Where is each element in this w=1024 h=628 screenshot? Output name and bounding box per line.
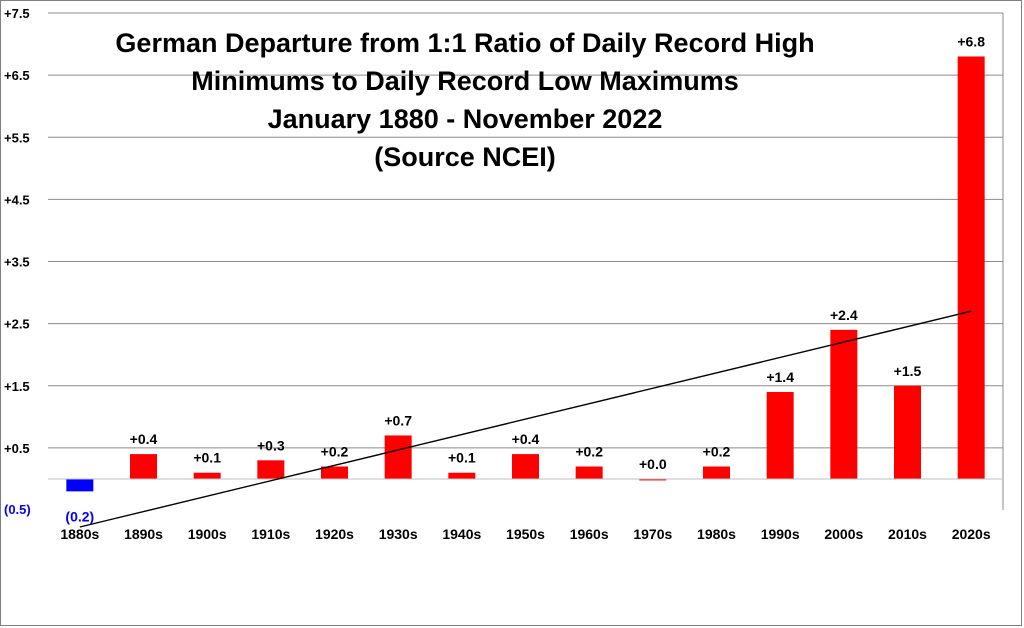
data-label: +0.0 bbox=[639, 456, 667, 472]
chart-title-line-2: Minimums to Daily Record Low Maximums bbox=[191, 66, 739, 96]
data-label: +0.2 bbox=[575, 444, 603, 460]
bar bbox=[66, 478, 94, 492]
bar bbox=[830, 329, 858, 479]
data-label: +1.5 bbox=[894, 363, 922, 379]
bar bbox=[894, 385, 921, 479]
chart-title-line-3: January 1880 - November 2022 bbox=[267, 104, 663, 134]
data-label: +6.8 bbox=[957, 33, 985, 49]
trend-line bbox=[79, 310, 972, 528]
y-tick-label: +3.5 bbox=[4, 255, 30, 270]
data-label: +0.3 bbox=[257, 437, 285, 453]
bar bbox=[512, 454, 539, 479]
bar bbox=[766, 391, 794, 479]
chart-title-line-4: (Source NCEI) bbox=[374, 142, 556, 172]
bar bbox=[321, 466, 348, 479]
y-tick-label: +7.5 bbox=[4, 6, 30, 21]
x-tick-label: 2000s bbox=[824, 526, 863, 542]
data-label: +0.1 bbox=[193, 450, 221, 466]
chart-title-line-1: German Departure from 1:1 Ratio of Daily… bbox=[115, 28, 815, 58]
data-label: +0.2 bbox=[321, 444, 349, 460]
x-tick-label: 1940s bbox=[442, 526, 481, 542]
bar bbox=[957, 56, 985, 479]
bar bbox=[384, 435, 412, 479]
y-tick-label: +5.5 bbox=[4, 130, 30, 145]
bar bbox=[703, 466, 730, 479]
x-tick-label: 2010s bbox=[888, 526, 927, 542]
x-tick-label: 1890s bbox=[124, 526, 163, 542]
bar bbox=[639, 478, 667, 481]
x-tick-label: 2020s bbox=[952, 526, 991, 542]
y-tick-label: +0.5 bbox=[4, 441, 30, 456]
bar bbox=[575, 466, 603, 479]
x-tick-label: 1970s bbox=[633, 526, 672, 542]
x-tick-label: 1880s bbox=[60, 526, 99, 542]
x-tick-label: 1980s bbox=[697, 526, 736, 542]
data-label: +0.4 bbox=[130, 431, 158, 447]
bar bbox=[448, 472, 476, 479]
y-tick-label: +6.5 bbox=[4, 68, 30, 83]
x-tick-label: 1990s bbox=[761, 526, 800, 542]
x-tick-label: 1950s bbox=[506, 526, 545, 542]
y-tick-label: +4.5 bbox=[4, 192, 30, 207]
data-label: +0.4 bbox=[512, 431, 540, 447]
data-label: +0.1 bbox=[448, 450, 476, 466]
x-tick-label: 1910s bbox=[251, 526, 290, 542]
x-tick-label: 1960s bbox=[570, 526, 609, 542]
x-tick-label: 1920s bbox=[315, 526, 354, 542]
bar bbox=[257, 460, 285, 479]
data-label: +0.2 bbox=[703, 444, 731, 460]
y-tick-label: +1.5 bbox=[4, 379, 30, 394]
data-label: (0.2) bbox=[65, 508, 94, 524]
y-tick-label: +2.5 bbox=[4, 317, 30, 332]
data-label: +0.7 bbox=[384, 412, 412, 428]
bar bbox=[193, 472, 221, 479]
data-label: +2.4 bbox=[830, 307, 858, 323]
bar bbox=[130, 454, 157, 479]
x-tick-label: 1900s bbox=[188, 526, 227, 542]
x-tick-label: 1930s bbox=[379, 526, 418, 542]
y-tick-label: (0.5) bbox=[4, 502, 31, 517]
data-label: +1.4 bbox=[766, 369, 794, 385]
